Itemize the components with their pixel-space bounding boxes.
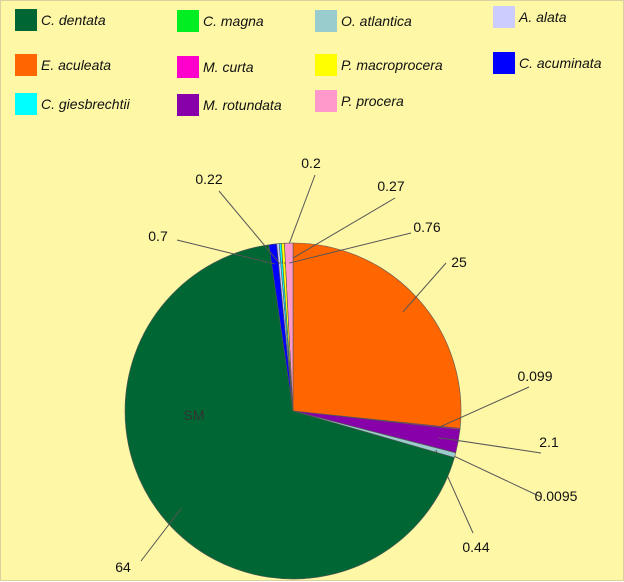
- leader-line: [176, 239, 276, 265]
- pie-slice: [292, 242, 462, 429]
- leader-line: [438, 437, 542, 454]
- legend-swatch: [493, 6, 515, 28]
- leader-line: [439, 386, 530, 428]
- pie-slice: [284, 242, 294, 412]
- legend-swatch: [315, 54, 337, 76]
- legend-label: M. rotundata: [203, 97, 282, 113]
- legend-label: C. dentata: [41, 12, 106, 28]
- slice-label: 0.099: [517, 368, 552, 384]
- legend-swatch: [177, 94, 199, 116]
- legend-swatch: [15, 9, 37, 31]
- slice-label: 0.27: [377, 178, 404, 194]
- legend-label: C. giesbrechtii: [41, 96, 130, 112]
- slice-label: 64: [115, 559, 131, 575]
- leader-line: [140, 507, 182, 562]
- legend-label: E. aculeata: [41, 57, 112, 73]
- legend-label: C. acuminata: [519, 55, 602, 71]
- legend-label: C. magna: [203, 13, 264, 29]
- legend-label: P. procera: [341, 93, 404, 109]
- slice-label: 0.22: [195, 171, 222, 187]
- legend-label: O. atlantica: [341, 13, 412, 29]
- pie-annotation: SM: [184, 407, 205, 423]
- slice-label: 2.1: [539, 434, 559, 450]
- legend-swatch: [15, 93, 37, 115]
- legend-label: P. macroprocera: [341, 57, 443, 73]
- pie-slice: [124, 244, 455, 580]
- leader-line: [218, 190, 281, 264]
- legend-swatch: [15, 54, 37, 76]
- legend-label: A. alata: [519, 9, 567, 25]
- legend-swatch: [177, 56, 199, 78]
- legend-swatch: [315, 10, 337, 32]
- legend-label: M. curta: [203, 59, 254, 75]
- leader-line: [283, 197, 396, 264]
- leader-line: [289, 232, 412, 264]
- legend-swatch: [315, 90, 337, 112]
- legend-swatch: [493, 52, 515, 74]
- slice-label: 0.76: [413, 219, 440, 235]
- slice-label: 0.0095: [535, 488, 578, 504]
- legend-swatch: [177, 10, 199, 32]
- slice-label: 0.44: [462, 539, 489, 555]
- slice-label: 25: [451, 254, 467, 270]
- slice-label: 0.7: [148, 228, 168, 244]
- slice-label: 0.2: [301, 155, 321, 171]
- leader-line: [402, 262, 447, 313]
